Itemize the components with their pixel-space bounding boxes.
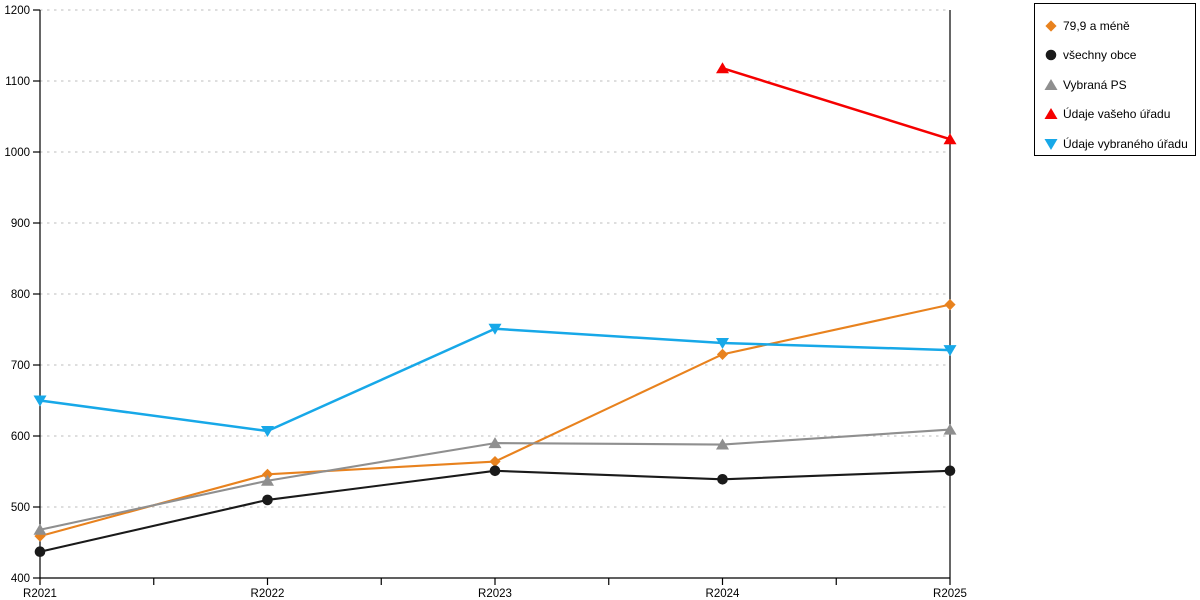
legend-item-udaje-vaseho-uradu: Údaje vašeho úřadu (1044, 100, 1195, 130)
legend-label: Vybraná PS (1063, 77, 1127, 92)
svg-text:1000: 1000 (4, 147, 30, 159)
legend-item-79-9-a-mene: 79,9 a méně (1044, 11, 1195, 41)
svg-text:1200: 1200 (4, 5, 30, 17)
legend-triangle-down-icon (1044, 137, 1058, 151)
svg-text:R2024: R2024 (706, 588, 740, 600)
svg-text:R2022: R2022 (251, 588, 285, 600)
legend-circle-icon (1044, 48, 1058, 62)
svg-text:R2023: R2023 (478, 588, 512, 600)
svg-text:R2025: R2025 (933, 588, 967, 600)
legend-triangle-up-icon (1044, 78, 1058, 92)
svg-text:800: 800 (11, 289, 30, 301)
legend-diamond-icon (1044, 19, 1058, 33)
svg-text:400: 400 (11, 573, 30, 585)
legend-label: Údaje vybraného úřadu (1063, 136, 1188, 151)
svg-text:900: 900 (11, 218, 30, 230)
svg-text:700: 700 (11, 360, 30, 372)
svg-text:600: 600 (11, 431, 30, 443)
svg-text:1100: 1100 (5, 76, 30, 88)
svg-text:R2021: R2021 (23, 588, 57, 600)
chart-legend: 79,9 a méně všechny obce Vybraná PS Údaj… (1034, 3, 1196, 156)
svg-text:500: 500 (11, 502, 30, 514)
legend-item-udaje-vybraneho-uradu: Údaje vybraného úřadu (1044, 129, 1195, 159)
legend-label: všechny obce (1063, 48, 1137, 63)
legend-item-vsechny-obce: všechny obce (1044, 41, 1195, 71)
legend-item-vybrana-ps: Vybraná PS (1044, 70, 1195, 100)
legend-label: 79,9 a méně (1063, 18, 1130, 33)
legend-label: Údaje vašeho úřadu (1063, 107, 1171, 122)
legend-triangle-up-icon (1044, 107, 1058, 121)
